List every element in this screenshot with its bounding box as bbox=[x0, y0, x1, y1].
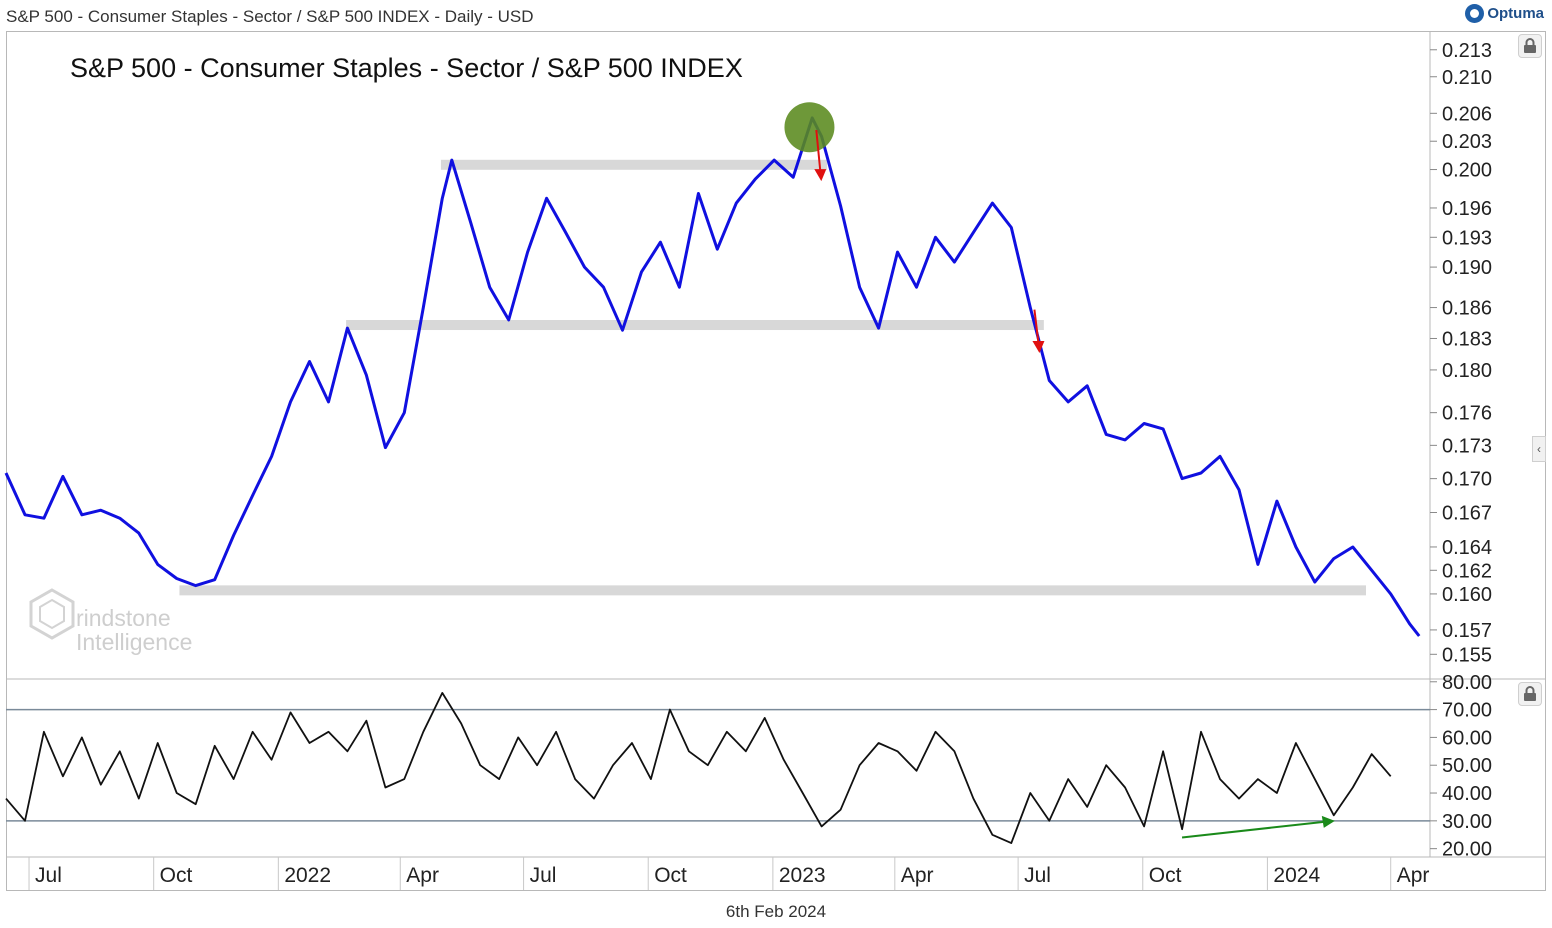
price-ytick-label: 0.200 bbox=[1442, 160, 1492, 182]
watermark: rindstone Intelligence bbox=[29, 588, 192, 655]
band-0 bbox=[179, 585, 1366, 596]
down-arrow-head-2 bbox=[1032, 340, 1045, 353]
brand-label: Optuma bbox=[1487, 5, 1544, 22]
watermark-line1: rindstone bbox=[76, 605, 171, 631]
rsi-ytick-label: 80.00 bbox=[1442, 672, 1492, 694]
peak-highlight-circle bbox=[784, 102, 835, 153]
rsi-ytick-label: 20.00 bbox=[1442, 839, 1492, 861]
price-ytick-label: 0.162 bbox=[1442, 560, 1492, 582]
xtick-label: 2023 bbox=[779, 864, 826, 887]
xtick-label: Oct bbox=[160, 864, 193, 887]
lock-icon bbox=[1524, 38, 1536, 53]
brand[interactable]: Optuma bbox=[1465, 4, 1544, 23]
xtick-label: Apr bbox=[1397, 864, 1430, 887]
rsi-ytick-label: 70.00 bbox=[1442, 700, 1492, 722]
chart-header-title: S&P 500 - Consumer Staples - Sector / S&… bbox=[6, 7, 534, 26]
price-ytick-label: 0.180 bbox=[1442, 360, 1492, 382]
price-y-axis: 0.213 0.210 0.206 0.203 0.200 0.196 0.193 0.190… bbox=[1430, 40, 1492, 666]
price-ytick-label: 0.173 bbox=[1442, 435, 1492, 457]
lock-icon bbox=[1524, 686, 1536, 701]
price-series bbox=[4, 116, 1421, 637]
xtick-label: Apr bbox=[406, 864, 439, 887]
rsi-ytick-label: 60.00 bbox=[1442, 727, 1492, 749]
down-arrow-head-1 bbox=[814, 169, 827, 182]
price-line bbox=[4, 116, 1421, 637]
price-ytick-label: 0.183 bbox=[1442, 328, 1492, 350]
panel-collapse-button[interactable]: ‹ bbox=[1532, 436, 1546, 462]
xtick-label: Jul bbox=[1024, 864, 1051, 887]
xtick-label: Oct bbox=[1149, 864, 1182, 887]
rsi-line bbox=[5, 692, 1392, 844]
price-ytick-label: 0.170 bbox=[1442, 469, 1492, 491]
price-ytick-label: 0.160 bbox=[1442, 584, 1492, 606]
rsi-ytick-label: 40.00 bbox=[1442, 783, 1492, 805]
rsi-annotations bbox=[1181, 815, 1335, 839]
price-ytick-label: 0.186 bbox=[1442, 298, 1492, 320]
chart-title: S&P 500 - Consumer Staples - Sector / S&… bbox=[70, 53, 743, 83]
xtick-label: Oct bbox=[654, 864, 687, 887]
price-ytick-label: 0.210 bbox=[1442, 67, 1492, 89]
price-ytick-label: 0.167 bbox=[1442, 502, 1492, 524]
rsi-ytick-label: 30.00 bbox=[1442, 811, 1492, 833]
chevron-left-icon: ‹ bbox=[1537, 442, 1541, 456]
xtick-label: Apr bbox=[901, 864, 934, 887]
rsi-ytick-label: 50.00 bbox=[1442, 755, 1492, 777]
price-ytick-label: 0.157 bbox=[1442, 620, 1492, 642]
x-axis: Jul Oct 2022 Apr Jul Oct 2023 Apr Jul Oct 2024 Apr bbox=[28, 857, 1430, 890]
price-ytick-label: 0.196 bbox=[1442, 198, 1492, 220]
price-ytick-label: 0.213 bbox=[1442, 40, 1492, 62]
band-2 bbox=[440, 159, 828, 170]
price-pane-lock[interactable] bbox=[1518, 34, 1542, 58]
xtick-label: 2022 bbox=[284, 864, 331, 887]
xtick-label: Jul bbox=[530, 864, 557, 887]
support-resistance-bands bbox=[179, 159, 1366, 596]
price-annotations bbox=[784, 102, 1045, 353]
band-1 bbox=[346, 320, 1044, 331]
rsi-y-axis: 80.00 70.00 60.00 50.00 40.00 30.00 20.00 bbox=[1430, 672, 1492, 861]
down-arrow-shaft-2 bbox=[1033, 309, 1040, 344]
rsi-pane-lock[interactable] bbox=[1518, 682, 1542, 706]
rsi-series bbox=[5, 692, 1392, 844]
price-ytick-label: 0.203 bbox=[1442, 131, 1492, 153]
footer-date: 6th Feb 2024 bbox=[725, 902, 827, 921]
optuma-logo-icon bbox=[1465, 4, 1485, 23]
price-ytick-label: 0.190 bbox=[1442, 257, 1492, 279]
watermark-line2: Intelligence bbox=[76, 629, 192, 655]
xtick-label: 2024 bbox=[1273, 864, 1320, 887]
price-ytick-label: 0.155 bbox=[1442, 644, 1492, 666]
rsi-reference-lines bbox=[6, 708, 1430, 822]
price-ytick-label: 0.164 bbox=[1442, 537, 1492, 559]
xtick-label: Jul bbox=[35, 864, 62, 887]
divergence-arrow-head bbox=[1321, 815, 1335, 828]
divergence-arrow-shaft bbox=[1181, 820, 1324, 839]
down-arrow-shaft-1 bbox=[815, 129, 822, 172]
price-ytick-label: 0.193 bbox=[1442, 227, 1492, 249]
price-ytick-label: 0.206 bbox=[1442, 103, 1492, 125]
price-ytick-label: 0.176 bbox=[1442, 403, 1492, 425]
